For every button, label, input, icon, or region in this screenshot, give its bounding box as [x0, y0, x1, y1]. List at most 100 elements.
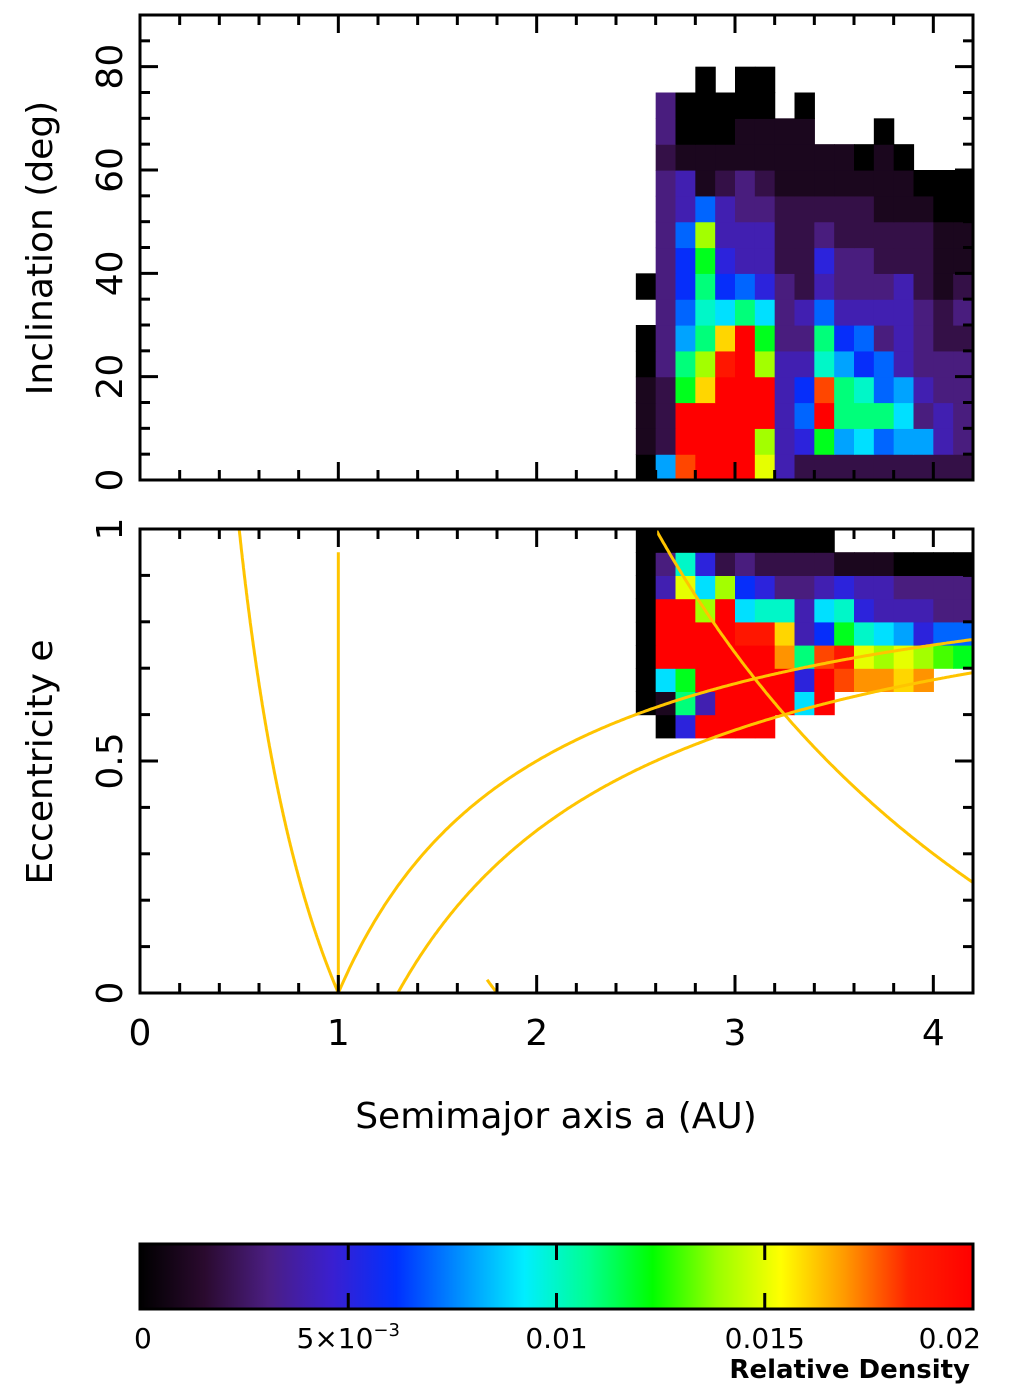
- eccentricity-cell: [794, 668, 815, 692]
- eccentricity-cell: [973, 645, 993, 669]
- inclination-cell: [893, 454, 915, 480]
- inclination-cell: [794, 247, 815, 274]
- inclination-cell: [973, 273, 993, 299]
- eccentricity-cell: [794, 645, 815, 669]
- eccentricity-cell: [635, 575, 657, 600]
- inclination-cell: [754, 92, 776, 119]
- eccentricity-cell: [754, 529, 776, 553]
- inclination-cell: [893, 428, 915, 455]
- inclination-cell: [695, 299, 716, 326]
- inclination-cell: [675, 325, 696, 352]
- inclination-cell: [873, 273, 895, 300]
- inclination-cell: [953, 402, 973, 429]
- inclination-cell: [754, 195, 776, 223]
- inclination-cell: [814, 402, 835, 429]
- inclination-cell: [794, 273, 815, 300]
- eccentricity-cell: [953, 598, 973, 623]
- inclination-cell: [655, 299, 677, 326]
- inclination-cell: [655, 273, 677, 300]
- eccentricity-cell: [973, 622, 993, 646]
- inclination-cell: [873, 170, 895, 197]
- eccentricity-cell: [695, 552, 716, 576]
- inclination-cell: [754, 118, 776, 145]
- eccentricity-cell: [794, 575, 815, 600]
- colorbar-tick-label: 0.01: [525, 1322, 587, 1355]
- eccentricity-cell: [873, 552, 895, 576]
- inclination-cell: [913, 195, 934, 223]
- inclination-cell: [754, 428, 776, 455]
- inclination-cell: [695, 66, 716, 94]
- inclination-cell: [754, 299, 776, 326]
- inclination-cell: [953, 247, 973, 274]
- inclination-cell: [735, 66, 756, 94]
- eccentricity-cell: [834, 598, 855, 623]
- semimajor-x-tick-label: 2: [525, 1013, 548, 1054]
- inclination-cell: [913, 428, 934, 455]
- inclination-cell: [893, 402, 915, 429]
- inclination-cell: [834, 144, 855, 171]
- eccentricity-cell: [814, 575, 835, 600]
- eccentricity-cell: [675, 529, 696, 553]
- inclination-cell: [873, 454, 895, 480]
- inclination-cell: [695, 350, 716, 378]
- inclination-cell: [715, 428, 736, 455]
- inclination-cell: [774, 325, 796, 352]
- eccentricity-cell: [715, 575, 736, 600]
- inclination-cell: [774, 454, 796, 480]
- inclination-cell: [774, 376, 796, 404]
- inclination-cell: [814, 144, 835, 171]
- inclination-cell: [794, 350, 815, 378]
- inclination-cell: [695, 376, 716, 404]
- inclination-cell: [754, 144, 776, 171]
- inclination-cell: [675, 247, 696, 274]
- inclination-cell: [715, 273, 736, 300]
- eccentricity-y-tick-labels: 00.51: [90, 518, 131, 1005]
- inclination-cell: [794, 428, 815, 455]
- eccentricity-cell: [814, 668, 835, 692]
- inclination-cell: [754, 170, 776, 197]
- eccentricity-cell: [913, 621, 934, 646]
- eccentricity-y-tick-label: 1: [90, 518, 131, 541]
- inclination-cell: [774, 118, 796, 145]
- inclination-cell: [735, 195, 756, 223]
- inclination-cell: [695, 118, 716, 145]
- eccentricity-cell: [913, 598, 934, 623]
- inclination-cell: [655, 350, 677, 378]
- inclination-cell: [794, 325, 815, 352]
- inclination-cell: [933, 376, 954, 404]
- inclination-cell: [893, 144, 915, 171]
- inclination-cell: [933, 350, 954, 378]
- inclination-cell: [854, 195, 875, 223]
- eccentricity-cell: [754, 691, 776, 716]
- inclination-cell: [635, 350, 657, 378]
- inclination-cell: [873, 325, 895, 352]
- inclination-cell: [655, 195, 677, 223]
- inclination-cell: [715, 350, 736, 378]
- eccentricity-cell: [754, 645, 776, 669]
- eccentricity-cell: [715, 552, 736, 576]
- eccentricity-cell: [735, 575, 756, 600]
- inclination-cell: [735, 144, 756, 171]
- inclination-cell: [774, 299, 796, 326]
- inclination-cell: [873, 221, 895, 249]
- inclination-cell: [675, 195, 696, 223]
- eccentricity-cell: [754, 598, 776, 623]
- eccentricity-cell: [873, 575, 895, 600]
- eccentricity-cell: [933, 598, 954, 623]
- inclination-cell: [774, 170, 796, 197]
- inclination-cell: [715, 402, 736, 429]
- inclination-cell: [735, 273, 756, 300]
- eccentricity-cell: [774, 529, 796, 553]
- inclination-cell: [834, 195, 855, 223]
- eccentricity-cell: [834, 621, 855, 646]
- inclination-cell: [873, 118, 895, 145]
- inclination-cell: [953, 170, 973, 197]
- inclination-cell: [774, 273, 796, 300]
- eccentricity-cell: [854, 598, 875, 623]
- inclination-cell: [794, 376, 815, 404]
- inclination-cell: [834, 299, 855, 326]
- inclination-cell: [794, 454, 815, 480]
- eccentricity-cell: [814, 529, 835, 553]
- colorbar-tick-labels: 0 5×10−3 0.01 0.015 0.02: [134, 1320, 981, 1355]
